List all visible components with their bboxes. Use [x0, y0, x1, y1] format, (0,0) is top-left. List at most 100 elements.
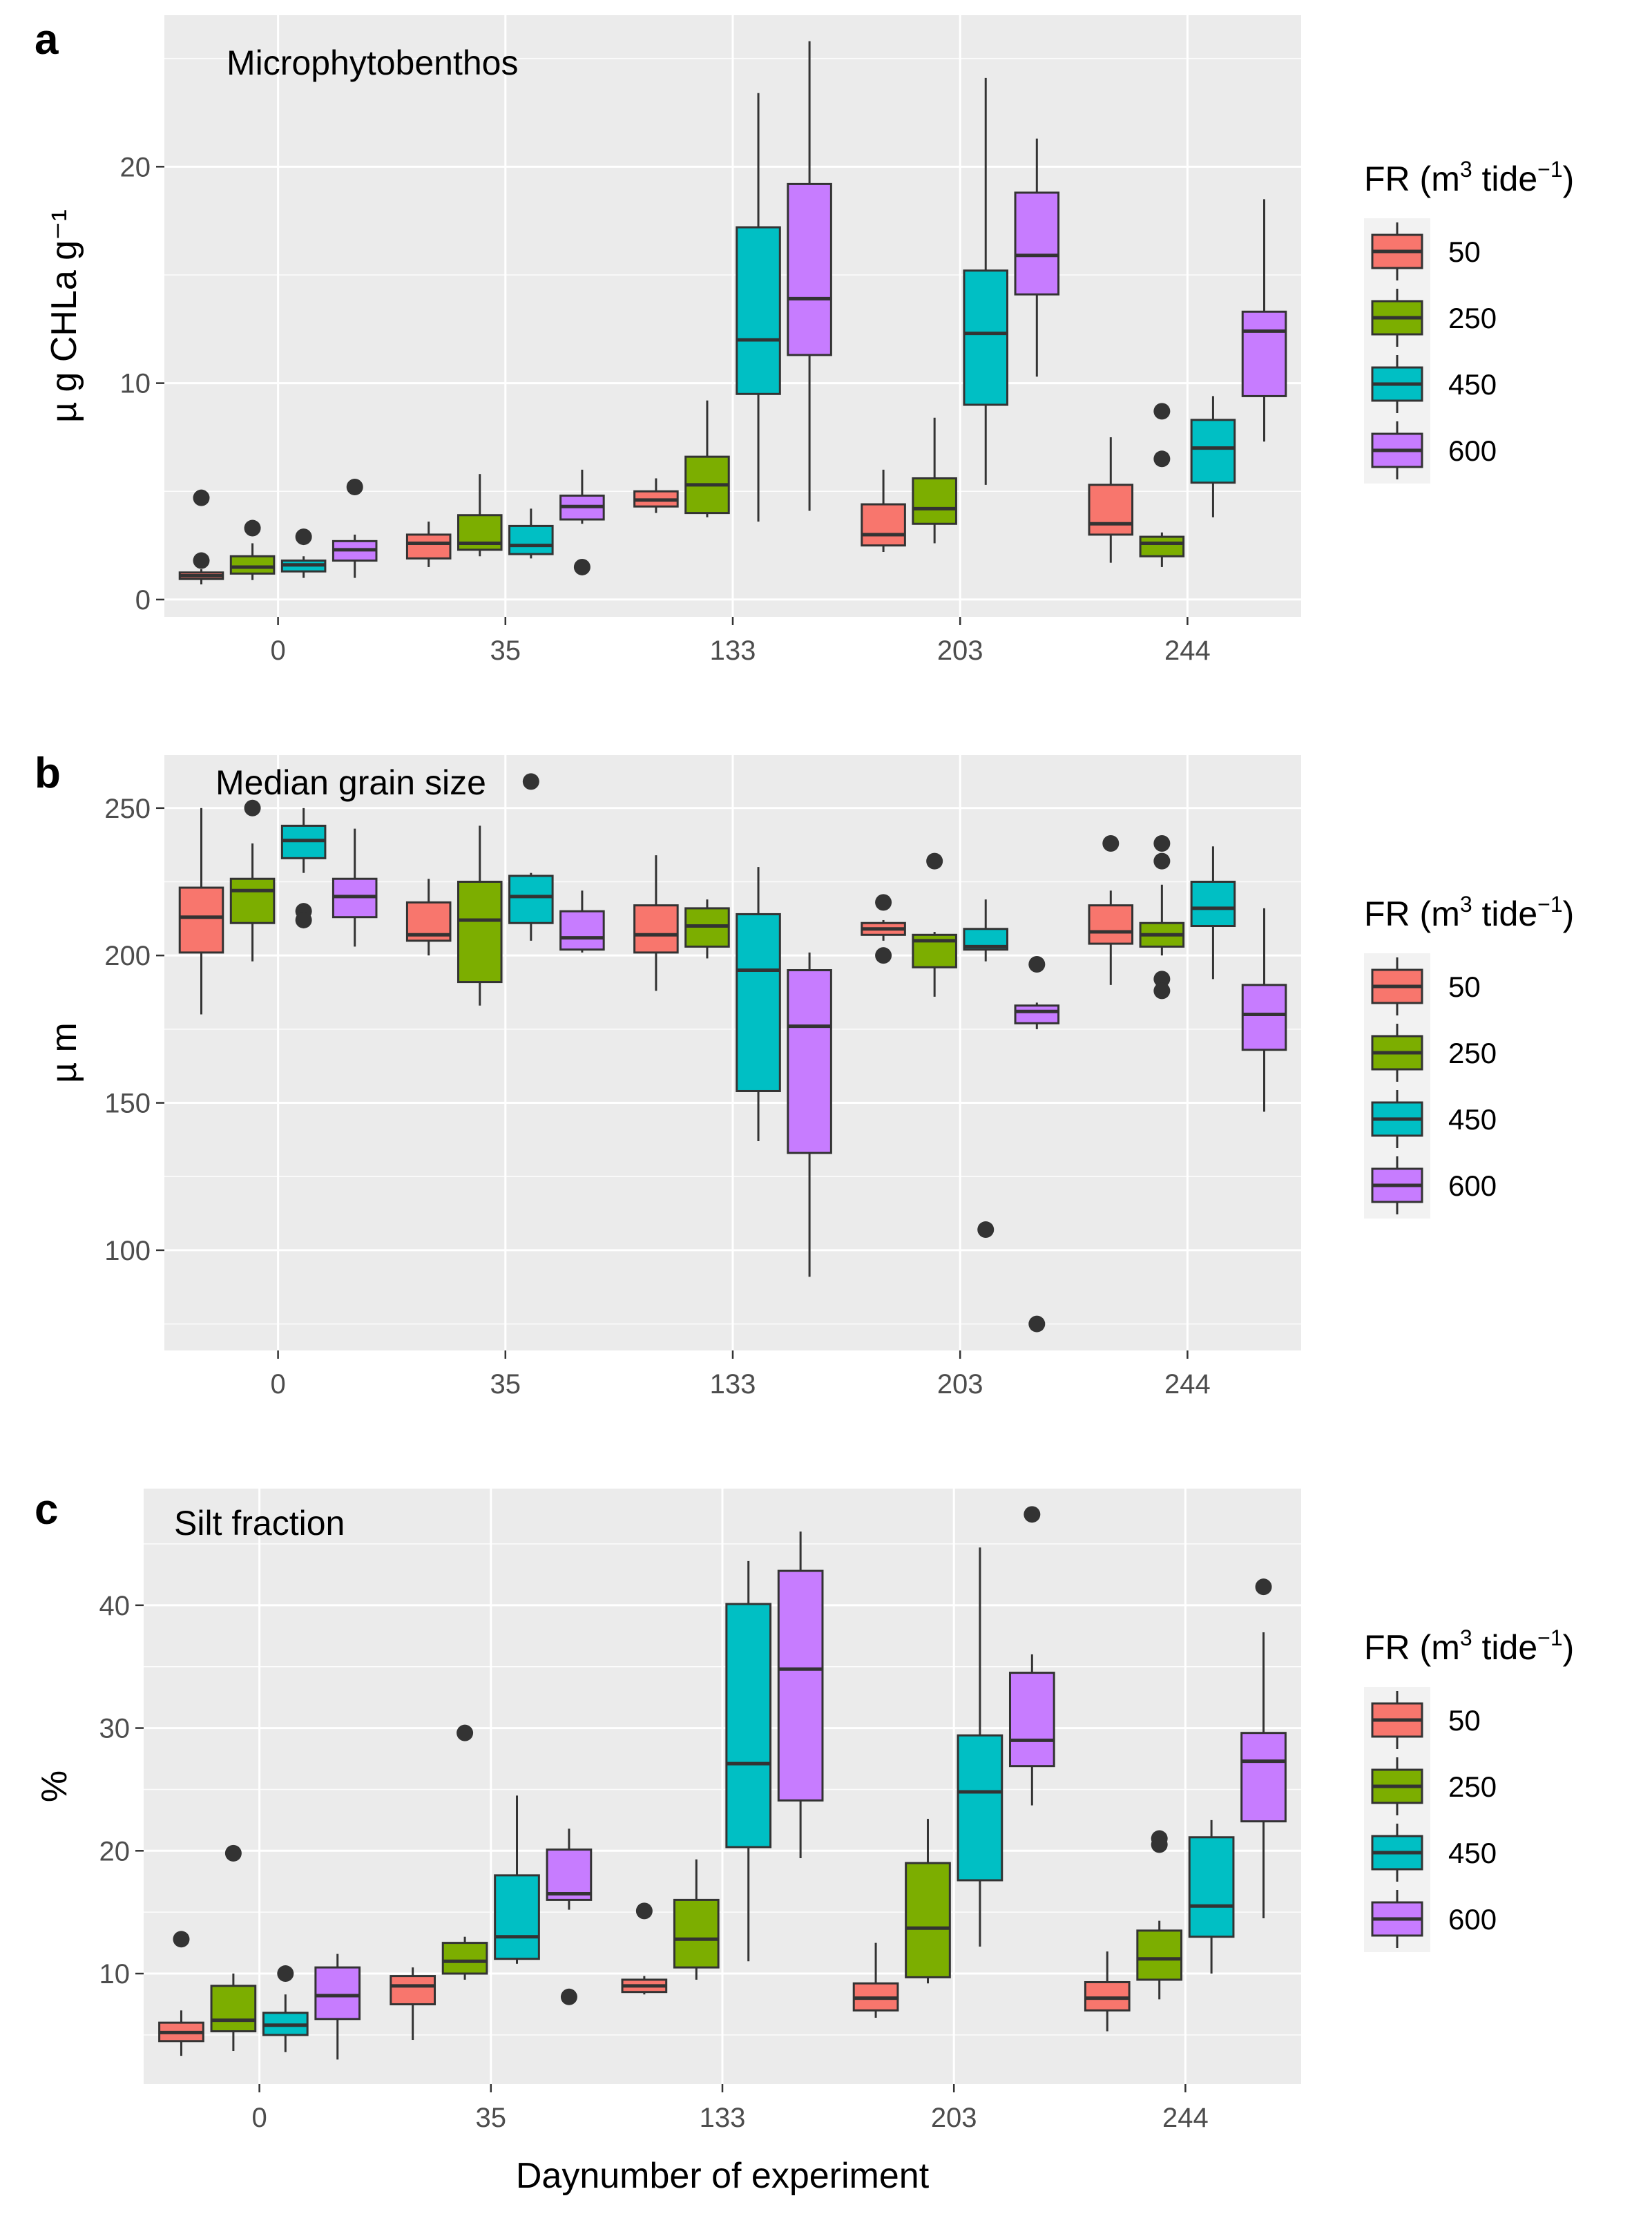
y-axis-title: µ m [44, 1022, 84, 1083]
box-iqr [559, 910, 605, 951]
legend-label: 600 [1448, 1903, 1497, 1936]
box-250-day-0 [229, 519, 276, 580]
legend-item-250: 250 [1364, 1020, 1497, 1086]
legend-label: 450 [1448, 1103, 1497, 1136]
x-tick-label: 203 [931, 2103, 977, 2133]
box-250-day-133 [684, 400, 730, 517]
y-tick-label: 250 [104, 794, 151, 824]
box-iqr [633, 904, 679, 954]
legend-title-part: tide [1472, 160, 1538, 198]
x-tick-label: 244 [1162, 2103, 1209, 2133]
x-tick-label: 133 [710, 1369, 756, 1400]
box-iqr [1190, 419, 1236, 484]
outlier-point [635, 1902, 653, 1920]
box-iqr [673, 1898, 720, 1969]
box-iqr [787, 182, 832, 356]
box-600-day-244 [1241, 908, 1287, 1112]
legend-title-part: ) [1563, 895, 1575, 933]
box-50-day-0 [178, 808, 224, 1015]
outlier-point [875, 947, 892, 964]
legend-item-450: 450 [1364, 1086, 1497, 1152]
box-250-day-203 [905, 1819, 951, 1984]
panel-a: 0 10 20 0 35 133 203 244 a Microphytobenthos µ g C… [35, 15, 1574, 666]
outlier-point [1153, 450, 1171, 468]
box-iqr [963, 269, 1009, 406]
outlier-point [1153, 852, 1171, 870]
box-iqr [912, 477, 957, 525]
box-250-day-244 [1136, 1830, 1183, 2000]
box-iqr [1241, 984, 1287, 1051]
box-600-day-0 [332, 828, 378, 947]
x-tick-label: 244 [1164, 636, 1211, 666]
outlier-point [295, 528, 312, 546]
legend: FR (m3 tide−1) 50 250 450 600 [1364, 1625, 1574, 1952]
legend-label: 250 [1448, 302, 1497, 334]
outlier-point [1153, 403, 1171, 420]
x-tick-label: 0 [251, 2103, 267, 2133]
y-tick-label: 200 [104, 941, 151, 971]
y-tick-label: 150 [104, 1089, 151, 1119]
outlier-point [1028, 955, 1046, 973]
box-450-day-133 [736, 93, 781, 522]
outlier-point [193, 552, 210, 569]
legend-title-part: −1 [1537, 157, 1562, 182]
box-iqr [905, 1862, 951, 1978]
legend-title-part: FR (m [1364, 1628, 1460, 1667]
legend-item-600: 600 [1364, 1152, 1497, 1219]
outlier-point [277, 1965, 294, 1983]
legend-label: 50 [1448, 971, 1481, 1003]
box-iqr [390, 1975, 436, 2005]
outlier-point [1255, 1578, 1272, 1596]
y-axis-title: % [35, 1770, 75, 1802]
box-iqr [1088, 484, 1134, 536]
box-iqr [508, 524, 554, 555]
outlier-point [224, 1844, 242, 1862]
x-tick-label: 35 [490, 1369, 521, 1400]
panel-title: Microphytobenthos [227, 44, 518, 82]
legend-label: 450 [1448, 1837, 1497, 1869]
box-250-day-35 [457, 825, 503, 1006]
y-tick-label: 100 [104, 1236, 151, 1266]
outlier-point [173, 1931, 190, 1948]
box-iqr [736, 226, 781, 395]
box-iqr [441, 1942, 488, 1975]
box-600-day-244 [1240, 1578, 1287, 1919]
box-iqr [1188, 1836, 1235, 1938]
outlier-point [522, 773, 539, 790]
legend-label: 250 [1448, 1770, 1497, 1803]
x-tick-label: 244 [1164, 1369, 1211, 1400]
x-tick-label: 0 [270, 1369, 285, 1400]
legend-title-part: 3 [1460, 1625, 1472, 1650]
box-250-day-0 [229, 799, 276, 962]
x-axis-title: Daynumber of experiment [516, 2156, 930, 2196]
x-tick-label: 0 [270, 636, 285, 666]
panel-title: Silt fraction [174, 1504, 345, 1542]
box-iqr [314, 1966, 361, 2021]
y-tick-label: 10 [99, 1959, 131, 1989]
outlier-point [244, 519, 261, 537]
box-iqr [1139, 535, 1185, 557]
outlier-point [1153, 982, 1171, 1000]
outlier-point [1024, 1506, 1041, 1523]
box-iqr [178, 886, 224, 954]
outlier-point [244, 799, 261, 816]
legend-title: FR (m3 tide−1) [1364, 892, 1574, 933]
box-iqr [508, 875, 554, 924]
legend-title-part: 3 [1460, 157, 1472, 182]
legend-title-part: ) [1563, 1628, 1575, 1667]
box-450-day-244 [1190, 396, 1236, 517]
box-250-day-244 [1139, 403, 1185, 567]
box-600-day-203 [1014, 955, 1060, 1333]
legend-title-part: FR (m [1364, 160, 1460, 198]
box-450-day-203 [963, 77, 1009, 485]
y-tick-label: 10 [120, 369, 151, 399]
box-iqr [229, 877, 276, 924]
legend-title-part: FR (m [1364, 895, 1460, 933]
legend-label: 600 [1448, 1169, 1497, 1202]
legend-title-part: tide [1472, 895, 1538, 933]
x-tick-label: 35 [476, 2103, 507, 2133]
box-600-day-35 [546, 1828, 593, 2005]
box-450-day-133 [736, 867, 781, 1142]
box-600-day-133 [777, 1531, 824, 1858]
box-iqr [1008, 1672, 1055, 1768]
